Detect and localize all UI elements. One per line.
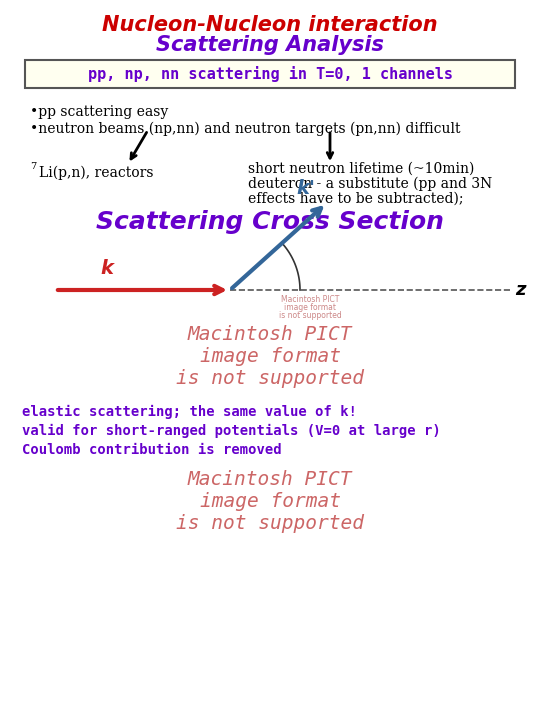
Text: 7: 7: [30, 162, 36, 171]
Text: is not supported: is not supported: [176, 369, 364, 388]
Text: short neutron lifetime (~10min): short neutron lifetime (~10min): [248, 162, 474, 176]
Text: image format: image format: [284, 303, 336, 312]
Text: Coulomb contribution is removed: Coulomb contribution is removed: [22, 443, 282, 457]
Text: effects have to be subtracted);: effects have to be subtracted);: [248, 192, 463, 206]
Text: Macintosh PICT: Macintosh PICT: [188, 470, 352, 489]
Text: Nucleon-Nucleon interaction: Nucleon-Nucleon interaction: [102, 15, 438, 35]
Text: image format: image format: [199, 492, 341, 511]
Text: valid for short-ranged potentials (V=0 at large r): valid for short-ranged potentials (V=0 a…: [22, 424, 441, 438]
Text: Macintosh PICT: Macintosh PICT: [281, 295, 339, 304]
Text: image format: image format: [199, 347, 341, 366]
Text: k: k: [100, 259, 113, 278]
Text: Macintosh PICT: Macintosh PICT: [188, 325, 352, 344]
Text: •pp scattering easy: •pp scattering easy: [30, 105, 168, 119]
Text: deuteron - a substitute (pp and 3N: deuteron - a substitute (pp and 3N: [248, 177, 492, 192]
Text: k': k': [296, 179, 315, 198]
Text: is not supported: is not supported: [176, 514, 364, 533]
Text: z: z: [515, 281, 525, 299]
Text: •neutron beams (np,nn) and neutron targets (pn,nn) difficult: •neutron beams (np,nn) and neutron targe…: [30, 122, 461, 136]
Text: Li(p,n), reactors: Li(p,n), reactors: [39, 166, 153, 181]
Text: Scattering Analysis: Scattering Analysis: [156, 35, 384, 55]
Text: Scattering Cross Section: Scattering Cross Section: [96, 210, 444, 234]
Text: is not supported: is not supported: [279, 311, 341, 320]
Bar: [25, 60, 515, 88]
Text: pp, np, nn scattering in T=0, 1 channels: pp, np, nn scattering in T=0, 1 channels: [87, 66, 453, 82]
Text: elastic scattering; the same value of k!: elastic scattering; the same value of k!: [22, 405, 357, 419]
